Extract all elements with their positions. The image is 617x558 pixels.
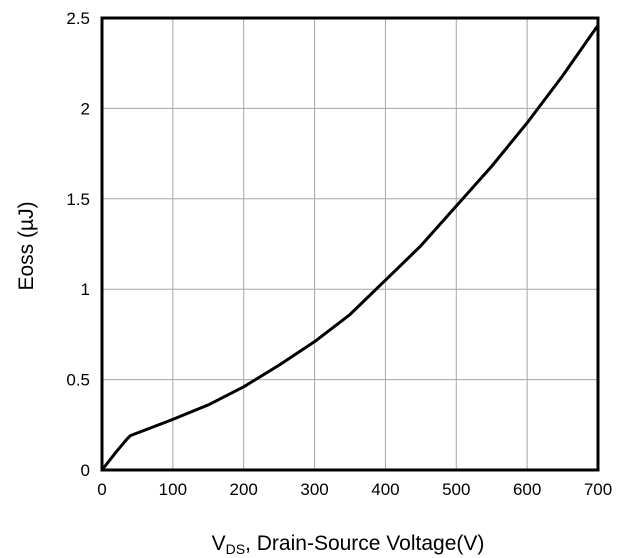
- y-tick-label: 0: [81, 461, 90, 480]
- x-tick-label: 400: [371, 480, 399, 499]
- plot-frame: [100, 16, 600, 472]
- y-tick-label: 1: [81, 280, 90, 299]
- y-tick-label: 0.5: [66, 371, 90, 390]
- x-tick-label: 500: [442, 480, 470, 499]
- grid: [101, 17, 599, 471]
- x-tick-label: 200: [230, 480, 258, 499]
- eoss-curve: [100, 24, 600, 471]
- y-tick-label: 2: [81, 99, 90, 118]
- x-axis-label-rest: , Drain-Source Voltage(V): [245, 532, 484, 555]
- y-tick-labels: 0 0.5 1 1.5 2 2.5: [66, 9, 90, 480]
- x-tick-label: 0: [97, 480, 106, 499]
- y-tick-label: 2.5: [66, 9, 90, 28]
- series-layer: [100, 24, 600, 471]
- x-tick-label: 100: [159, 480, 187, 499]
- x-axis-label: VDS, Drain-Source Voltage(V): [212, 532, 485, 557]
- x-axis-label-main: V: [212, 532, 226, 555]
- x-axis-label-subscript: DS: [226, 541, 245, 557]
- x-tick-label: 300: [300, 480, 328, 499]
- x-tick-labels: 0 100 200 300 400 500 600 700: [97, 480, 612, 499]
- x-tick-label: 600: [513, 480, 541, 499]
- x-tick-label: 700: [584, 480, 612, 499]
- y-axis-label: Eoss (µJ): [15, 201, 38, 290]
- y-tick-label: 1.5: [66, 190, 90, 209]
